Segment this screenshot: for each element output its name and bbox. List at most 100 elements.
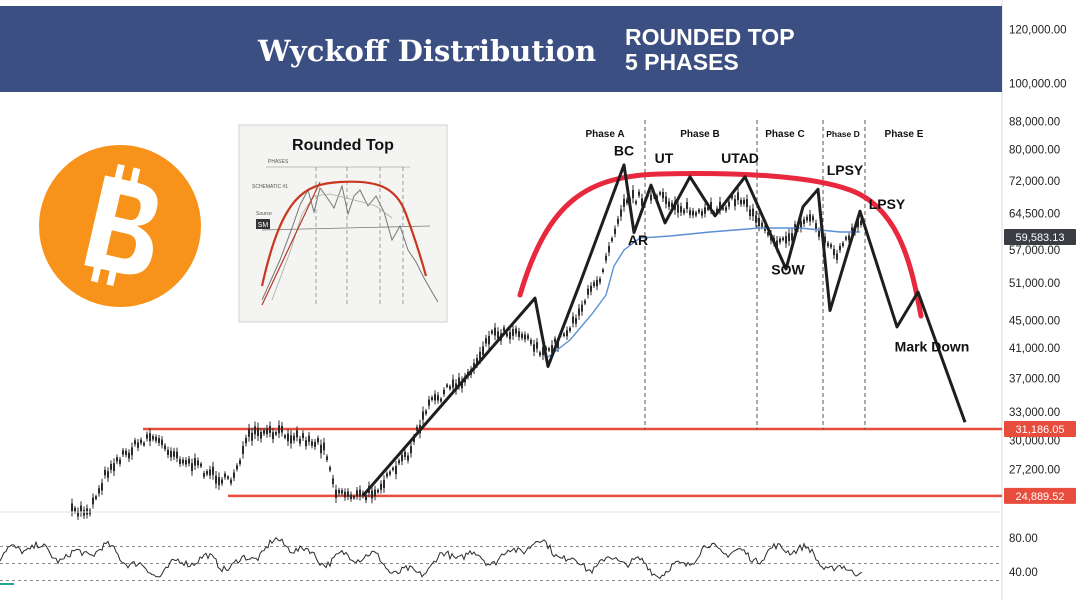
candle-body	[515, 328, 517, 334]
candle-body	[737, 192, 739, 201]
candle-body	[416, 426, 418, 431]
candle-body	[377, 489, 379, 493]
price-tag-label: 24,889.52	[1016, 491, 1065, 503]
candle-body	[137, 442, 139, 448]
phase-label: Phase A	[585, 129, 624, 140]
candle-body	[257, 427, 259, 436]
candle-body	[578, 308, 580, 316]
y-tick-label: 88,000.00	[1009, 116, 1060, 128]
candle-body	[167, 449, 169, 455]
candle-body	[800, 221, 802, 229]
candle-body	[626, 199, 628, 204]
candle-body	[161, 439, 163, 446]
y-tick-label: 51,000.00	[1009, 278, 1060, 290]
candle-body	[599, 278, 601, 283]
rsi-line	[0, 536, 863, 580]
candle-body	[833, 248, 835, 256]
phase-label: Phase C	[765, 129, 804, 140]
wyckoff-annotation: UT	[655, 150, 674, 166]
candle-body	[743, 199, 745, 204]
candle-body	[308, 435, 310, 442]
candle-body	[521, 333, 523, 338]
candle-body	[302, 433, 304, 439]
candle-body	[347, 491, 349, 497]
candle-body	[695, 212, 697, 216]
candle-body	[101, 483, 103, 491]
candle-body	[752, 208, 754, 217]
candle-body	[245, 437, 247, 444]
candle-body	[608, 245, 610, 253]
candle-body	[242, 446, 244, 454]
candle-body	[401, 454, 403, 462]
y-tick-label: 100,000.00	[1009, 79, 1067, 91]
candle-body	[233, 472, 235, 478]
candle-body	[851, 227, 853, 234]
candle-body	[383, 480, 385, 489]
candle-body	[449, 386, 451, 390]
price-tag	[1004, 229, 1076, 246]
candle-body	[407, 455, 409, 461]
candle-body	[218, 477, 220, 486]
price-tag	[1004, 420, 1076, 437]
candle-body	[806, 216, 808, 221]
candle-body	[755, 215, 757, 223]
candle-body	[92, 497, 94, 505]
candle-body	[158, 438, 160, 443]
candle-body	[287, 433, 289, 442]
candle-body	[155, 436, 157, 441]
candle-body	[707, 207, 709, 210]
candle-body	[809, 214, 811, 222]
candle-body	[452, 379, 454, 388]
candle-body	[98, 488, 100, 494]
candle-body	[314, 441, 316, 447]
candle-body	[563, 333, 565, 336]
candle-body	[350, 494, 352, 499]
candle-body	[374, 489, 376, 497]
price-tag-label: 31,186.05	[1016, 424, 1065, 436]
candle-body	[140, 439, 142, 444]
candle-body	[503, 327, 505, 332]
candle-body	[398, 460, 400, 464]
candle-body	[146, 434, 148, 439]
candle-body	[665, 196, 667, 204]
candle-body	[434, 394, 436, 401]
candle-body	[371, 490, 373, 499]
candle-body	[836, 253, 838, 260]
candle-body	[266, 428, 268, 435]
inset-schematic-label: SCHEMATIC #1	[252, 184, 288, 190]
candle-body	[461, 380, 463, 389]
candle-body	[518, 331, 520, 338]
candle-body	[686, 202, 688, 209]
candle-body	[638, 191, 640, 196]
candle-body	[113, 463, 115, 472]
candle-body	[134, 440, 136, 445]
price-tag-label: 59,583.13	[1016, 232, 1065, 244]
page-title: Wyckoff Distribution	[257, 34, 596, 68]
candle-body	[341, 490, 343, 494]
candle-body	[542, 347, 544, 356]
candle-body	[260, 432, 262, 439]
candle-body	[284, 435, 286, 438]
candle-body	[677, 204, 679, 213]
candle-body	[236, 465, 238, 470]
candle-body	[758, 217, 760, 227]
candle-body	[437, 395, 439, 401]
wyckoff-annotation: LPSY	[869, 196, 906, 212]
candle-body	[734, 199, 736, 207]
candle-body	[683, 209, 685, 214]
y-tick-label: 41,000.00	[1009, 343, 1060, 355]
candle-body	[107, 471, 109, 478]
inset-title: Rounded Top	[292, 137, 394, 154]
candle-body	[206, 471, 208, 475]
candle-body	[731, 195, 733, 199]
candle-body	[812, 216, 814, 221]
y-tick-label: 30,000.00	[1009, 435, 1060, 447]
candle-body	[389, 471, 391, 475]
candle-body	[635, 201, 637, 204]
candle-body	[719, 201, 721, 210]
candle-body	[290, 435, 292, 444]
candle-body	[785, 236, 787, 244]
candle-body	[104, 469, 106, 476]
candle-body	[605, 255, 607, 261]
